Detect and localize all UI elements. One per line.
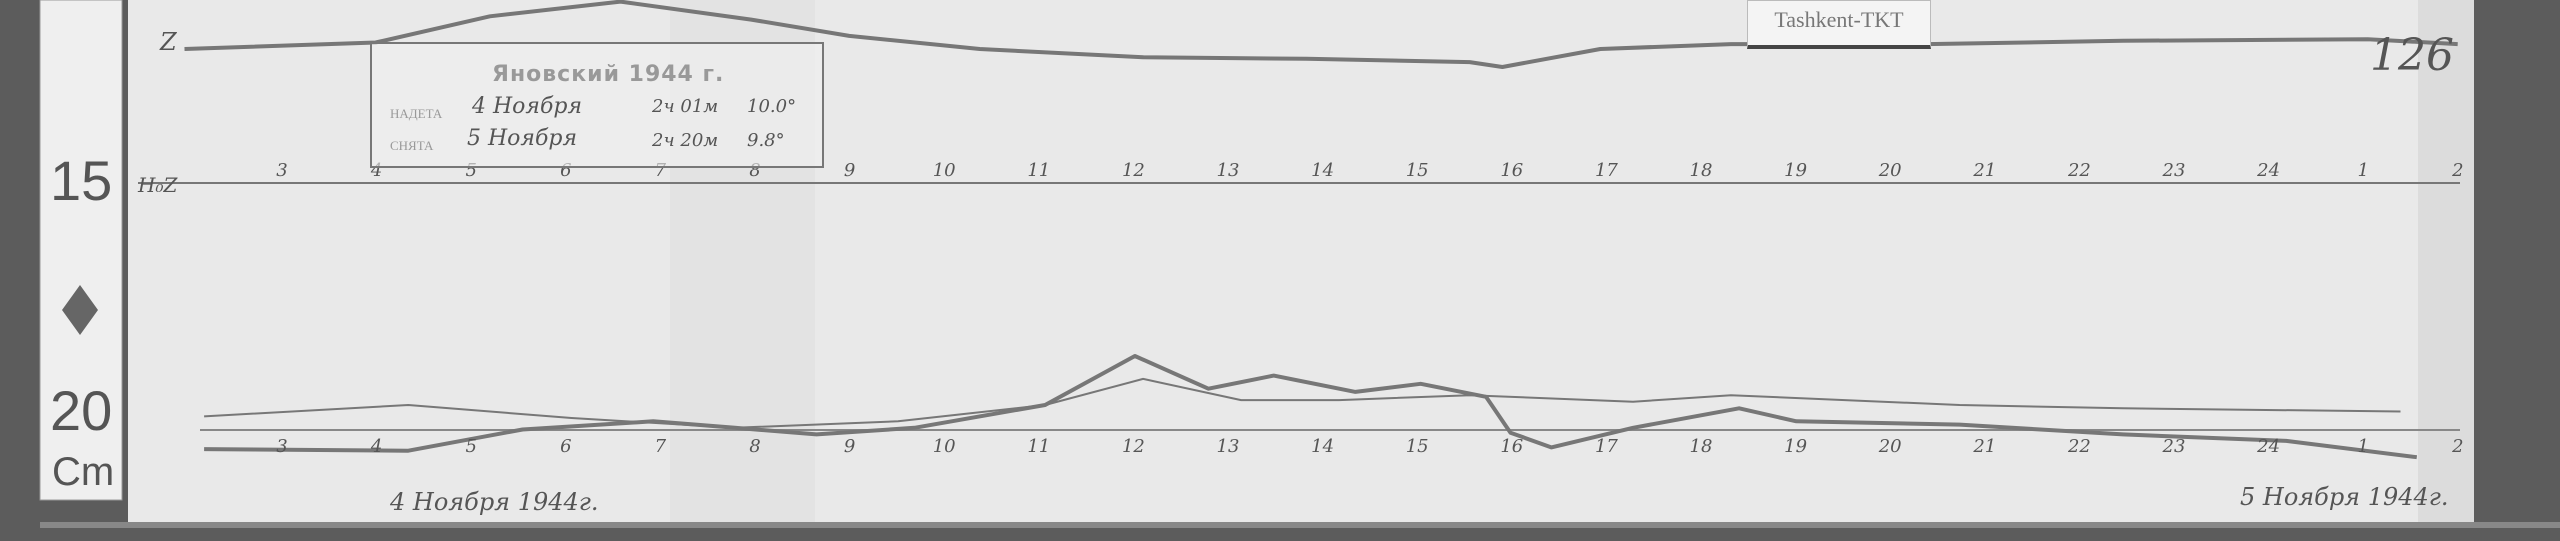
hour-label: 15 xyxy=(1406,160,1429,181)
hour-label: 3 xyxy=(276,436,287,457)
ruler-mark-15: 15 xyxy=(50,149,112,212)
h-trace-thick xyxy=(204,354,2418,460)
ruler-unit: Cm xyxy=(52,450,114,494)
ruler-diamond-icon xyxy=(62,285,98,335)
hour-label: 6 xyxy=(560,160,571,181)
hour-label: 16 xyxy=(1500,160,1523,181)
hour-label: 22 xyxy=(2067,160,2091,181)
hour-label: 9 xyxy=(844,160,855,181)
hour-label: 8 xyxy=(749,436,760,457)
trace-label-z: Z xyxy=(159,28,178,56)
hour-label: 23 xyxy=(2162,436,2186,457)
stamp-row2-time: 2ч 20м xyxy=(652,130,719,151)
hour-label: 5 xyxy=(465,160,476,181)
hour-label: 2 xyxy=(2451,160,2463,181)
hour-label: 6 xyxy=(560,436,571,457)
hour-label: 18 xyxy=(1690,436,1713,457)
hour-label: 1 xyxy=(2357,160,2368,181)
hour-label: 19 xyxy=(1784,160,1807,181)
hour-label: 18 xyxy=(1690,160,1713,181)
station-label-tag: Tashkent-TKT xyxy=(1747,0,1931,49)
z-trace xyxy=(184,0,2458,69)
stamp-row1-temp: 10.0° xyxy=(747,96,797,117)
paper-edge xyxy=(2418,0,2474,525)
hour-label: 12 xyxy=(1122,436,1145,457)
hour-label: 11 xyxy=(1027,436,1050,457)
hour-label: 15 xyxy=(1406,436,1429,457)
hour-label: 1 xyxy=(2357,436,2368,457)
hour-label: 21 xyxy=(1972,436,1996,457)
hour-label: 10 xyxy=(933,436,956,457)
hour-label: 20 xyxy=(1878,436,1902,457)
hour-label: 10 xyxy=(933,160,956,181)
ruler xyxy=(39,0,123,501)
hour-label: 22 xyxy=(2067,436,2091,457)
hour-label: 17 xyxy=(1595,160,1618,181)
stamp-row2-temp: 9.8° xyxy=(747,130,785,151)
hour-label: 24 xyxy=(2256,160,2280,181)
sheet-number: 126 xyxy=(2370,30,2454,81)
stamp-row1-label: НАДЕТА xyxy=(390,106,443,121)
record-stamp: Яновский 1944 г. НАДЕТА 4 Ноября 2ч 01м … xyxy=(370,42,824,168)
baseline-label: H₀Z xyxy=(137,173,178,197)
stamp-row2-label: СНЯТА xyxy=(390,138,434,153)
stamp-row1-time: 2ч 01м xyxy=(652,96,719,117)
hour-label: 7 xyxy=(655,436,667,457)
hour-label: 9 xyxy=(844,436,855,457)
hour-label: 16 xyxy=(1500,436,1523,457)
stamp-row2-date: 5 Ноября xyxy=(467,126,578,151)
date-right: 5 Ноября 1944г. xyxy=(2240,483,2449,511)
hour-label: 23 xyxy=(2162,160,2186,181)
hour-label: 2 xyxy=(2451,436,2463,457)
hour-label: 12 xyxy=(1122,160,1145,181)
hour-label: 19 xyxy=(1784,436,1807,457)
hour-label: 14 xyxy=(1311,160,1334,181)
hour-label: 11 xyxy=(1027,160,1050,181)
hour-label: 21 xyxy=(1972,160,1996,181)
ruler-mark-20: 20 xyxy=(50,379,112,442)
stamp-row1-date: 4 Ноября xyxy=(472,94,583,119)
stamp-title: Яновский 1944 г. xyxy=(492,62,725,87)
hour-label: 13 xyxy=(1217,160,1240,181)
hour-label: 20 xyxy=(1878,160,1902,181)
hour-label: 24 xyxy=(2256,436,2280,457)
hour-label: 5 xyxy=(465,436,476,457)
hour-label: 4 xyxy=(370,436,382,457)
hour-label: 14 xyxy=(1311,436,1334,457)
date-left: 4 Ноября 1944г. xyxy=(389,488,599,516)
hour-label: 8 xyxy=(749,160,760,181)
hour-label: 3 xyxy=(276,160,287,181)
hour-label: 13 xyxy=(1217,436,1240,457)
hour-label: 17 xyxy=(1595,436,1618,457)
